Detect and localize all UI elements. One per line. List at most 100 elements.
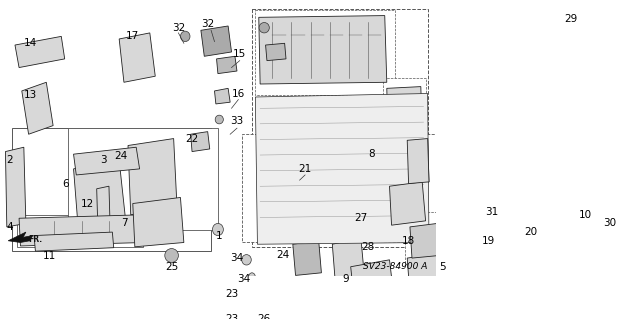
Text: 24: 24 [115, 151, 128, 161]
Text: 7: 7 [120, 219, 127, 228]
Text: 18: 18 [402, 236, 415, 246]
Text: 1: 1 [216, 231, 223, 241]
Text: 27: 27 [355, 213, 367, 223]
Polygon shape [6, 147, 26, 227]
Polygon shape [332, 238, 364, 279]
Text: 21: 21 [298, 164, 312, 174]
Text: 10: 10 [579, 210, 592, 220]
Text: 19: 19 [483, 236, 495, 246]
Text: SV23-84900 A: SV23-84900 A [363, 262, 427, 271]
Ellipse shape [164, 249, 179, 263]
Polygon shape [132, 197, 184, 247]
Text: FR.: FR. [29, 234, 43, 243]
Polygon shape [383, 78, 426, 152]
Text: 34: 34 [230, 253, 244, 263]
Polygon shape [351, 260, 394, 300]
Polygon shape [242, 134, 463, 242]
Polygon shape [493, 217, 525, 254]
Polygon shape [201, 26, 232, 56]
Polygon shape [68, 128, 218, 229]
Text: 13: 13 [23, 90, 36, 100]
Text: 29: 29 [564, 14, 577, 24]
Ellipse shape [242, 255, 252, 265]
Text: 4: 4 [6, 222, 13, 232]
Text: 11: 11 [42, 251, 56, 261]
Polygon shape [407, 253, 444, 294]
Text: 24: 24 [276, 250, 289, 261]
Polygon shape [405, 212, 534, 264]
Polygon shape [134, 149, 170, 206]
Text: 28: 28 [361, 242, 374, 252]
Ellipse shape [248, 273, 255, 281]
Polygon shape [266, 43, 286, 61]
Text: 15: 15 [233, 49, 246, 59]
Text: 8: 8 [369, 149, 375, 159]
Text: 3: 3 [100, 155, 107, 165]
Ellipse shape [180, 31, 190, 41]
Polygon shape [119, 33, 156, 82]
Text: 6: 6 [62, 179, 68, 189]
Text: 32: 32 [201, 19, 214, 29]
Text: 14: 14 [23, 38, 36, 48]
Polygon shape [355, 269, 388, 294]
Ellipse shape [234, 279, 246, 292]
Polygon shape [138, 204, 179, 240]
Polygon shape [255, 93, 429, 244]
Text: 9: 9 [342, 274, 349, 284]
Text: 30: 30 [603, 219, 616, 228]
Text: 20: 20 [525, 227, 538, 237]
Polygon shape [259, 16, 387, 84]
Text: 31: 31 [485, 207, 499, 217]
Polygon shape [97, 186, 110, 235]
Ellipse shape [237, 302, 246, 318]
Polygon shape [390, 182, 426, 225]
Ellipse shape [259, 23, 269, 33]
Text: 5: 5 [439, 262, 446, 272]
Polygon shape [19, 215, 145, 246]
Text: 12: 12 [81, 198, 94, 209]
Ellipse shape [212, 223, 223, 235]
Polygon shape [74, 147, 140, 175]
Text: 23: 23 [225, 289, 238, 300]
Polygon shape [293, 241, 321, 275]
Polygon shape [128, 138, 177, 215]
Polygon shape [81, 172, 117, 221]
Polygon shape [12, 128, 211, 251]
Polygon shape [22, 82, 53, 134]
Text: 26: 26 [257, 314, 271, 319]
Text: 25: 25 [165, 262, 178, 272]
Polygon shape [407, 138, 429, 184]
Polygon shape [34, 232, 114, 251]
Ellipse shape [215, 115, 223, 124]
Polygon shape [390, 182, 426, 225]
Polygon shape [191, 132, 210, 152]
Polygon shape [259, 294, 288, 316]
Text: 16: 16 [232, 89, 245, 99]
Polygon shape [410, 223, 439, 258]
Polygon shape [463, 229, 489, 263]
Text: 17: 17 [126, 31, 140, 41]
Text: 23: 23 [225, 314, 238, 319]
Ellipse shape [405, 116, 412, 123]
Polygon shape [333, 215, 355, 236]
Polygon shape [276, 163, 301, 189]
Polygon shape [489, 210, 530, 260]
Ellipse shape [394, 98, 403, 107]
Polygon shape [216, 56, 237, 74]
Text: 34: 34 [237, 274, 250, 284]
Text: 33: 33 [230, 116, 244, 126]
Polygon shape [391, 92, 418, 133]
Polygon shape [17, 215, 143, 247]
Polygon shape [267, 145, 312, 211]
Text: 2: 2 [6, 155, 13, 165]
Polygon shape [15, 36, 65, 68]
Polygon shape [8, 232, 33, 242]
Polygon shape [407, 138, 429, 184]
Polygon shape [252, 9, 428, 247]
Polygon shape [214, 88, 230, 104]
Polygon shape [255, 11, 395, 95]
Text: 22: 22 [186, 134, 198, 144]
Polygon shape [387, 86, 422, 138]
Text: 32: 32 [172, 23, 185, 33]
Polygon shape [74, 160, 126, 229]
